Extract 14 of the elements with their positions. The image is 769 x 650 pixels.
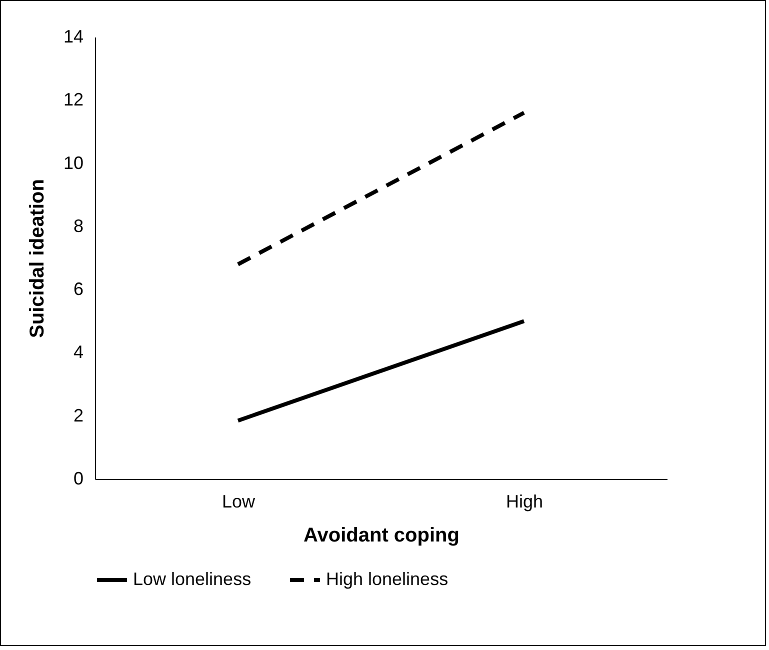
y-tick-label: 4 <box>73 342 84 362</box>
y-tick-label: 10 <box>63 152 84 173</box>
x-tick-label: Low <box>222 492 256 512</box>
legend-label: High loneliness <box>326 569 448 589</box>
y-tick-label: 12 <box>63 90 84 110</box>
y-tick-label: 2 <box>73 405 84 426</box>
y-axis-title: Suicidal ideation <box>26 179 48 338</box>
y-tick-label: 14 <box>63 26 84 46</box>
x-axis-title: Avoidant coping <box>304 524 460 546</box>
y-tick-label: 0 <box>73 468 84 488</box>
x-tick-label: High <box>506 492 544 512</box>
y-tick-label: 6 <box>73 279 84 300</box>
legend-label: Low loneliness <box>133 569 252 589</box>
y-tick-label: 8 <box>73 216 84 236</box>
